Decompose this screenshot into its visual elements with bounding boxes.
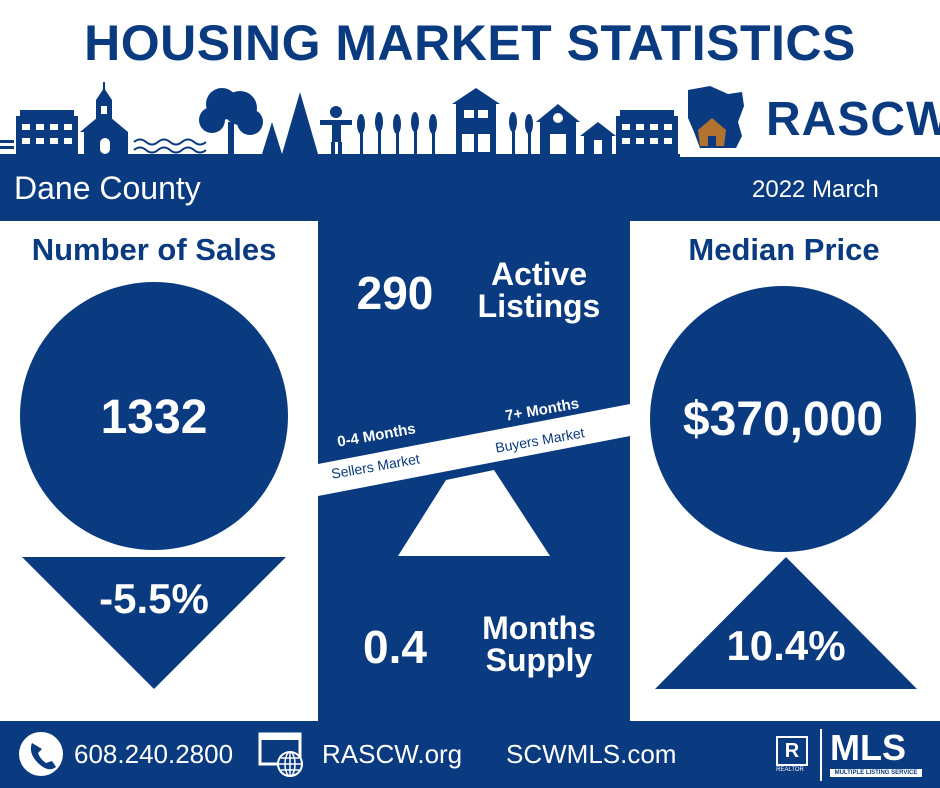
sales-circle [20,282,288,550]
price-change: 10.4% [726,622,846,669]
sales-value: 1332 [100,391,208,444]
months-supply-value: 0.4 [363,621,427,673]
realtor-mark: R [784,740,800,762]
page-title: HOUSING MARKET STATISTICS [84,15,856,71]
price-up-arrow-icon [655,557,917,689]
footer-divider [820,729,822,781]
sales-title: Number of Sales [31,232,277,267]
mls-subtitle: MULTIPLE LISTING SERVICE [830,769,922,777]
web-icon [258,732,303,777]
sales-change: -5.5% [99,575,209,622]
active-listings-label: Active Listings [464,258,614,322]
phone-number[interactable]: 608.240.2800 [74,739,234,769]
supply-label-line1: Months [482,610,596,646]
active-listings-value: 290 [356,267,434,319]
header-band [0,157,940,221]
seesaw-graphic [318,404,630,556]
rascw-logo: RASCW [766,93,940,146]
report-period: 2022 March [752,176,879,203]
price-value: $370,000 [682,393,884,446]
realtor-text: REALTOR [776,767,804,773]
mls-logo: MLS [830,727,906,768]
wisconsin-map-icon [688,86,744,148]
county-name: Dane County [14,170,201,206]
rascw-website-link[interactable]: RASCW.org [322,739,463,769]
sales-down-arrow-icon [22,557,286,689]
town-skyline-icon [0,82,744,157]
active-label-line1: Active [490,256,588,292]
scwmls-website-link[interactable]: SCWMLS.com [506,739,677,769]
footer-bar [0,721,940,788]
price-title: Median Price [688,232,880,267]
months-supply-label: Months Supply [464,612,614,676]
price-circle [650,286,916,552]
supply-label-line2: Supply [485,642,593,678]
realtor-icon: R [776,736,808,766]
active-label-line2: Listings [477,288,601,324]
phone-icon [19,732,63,776]
